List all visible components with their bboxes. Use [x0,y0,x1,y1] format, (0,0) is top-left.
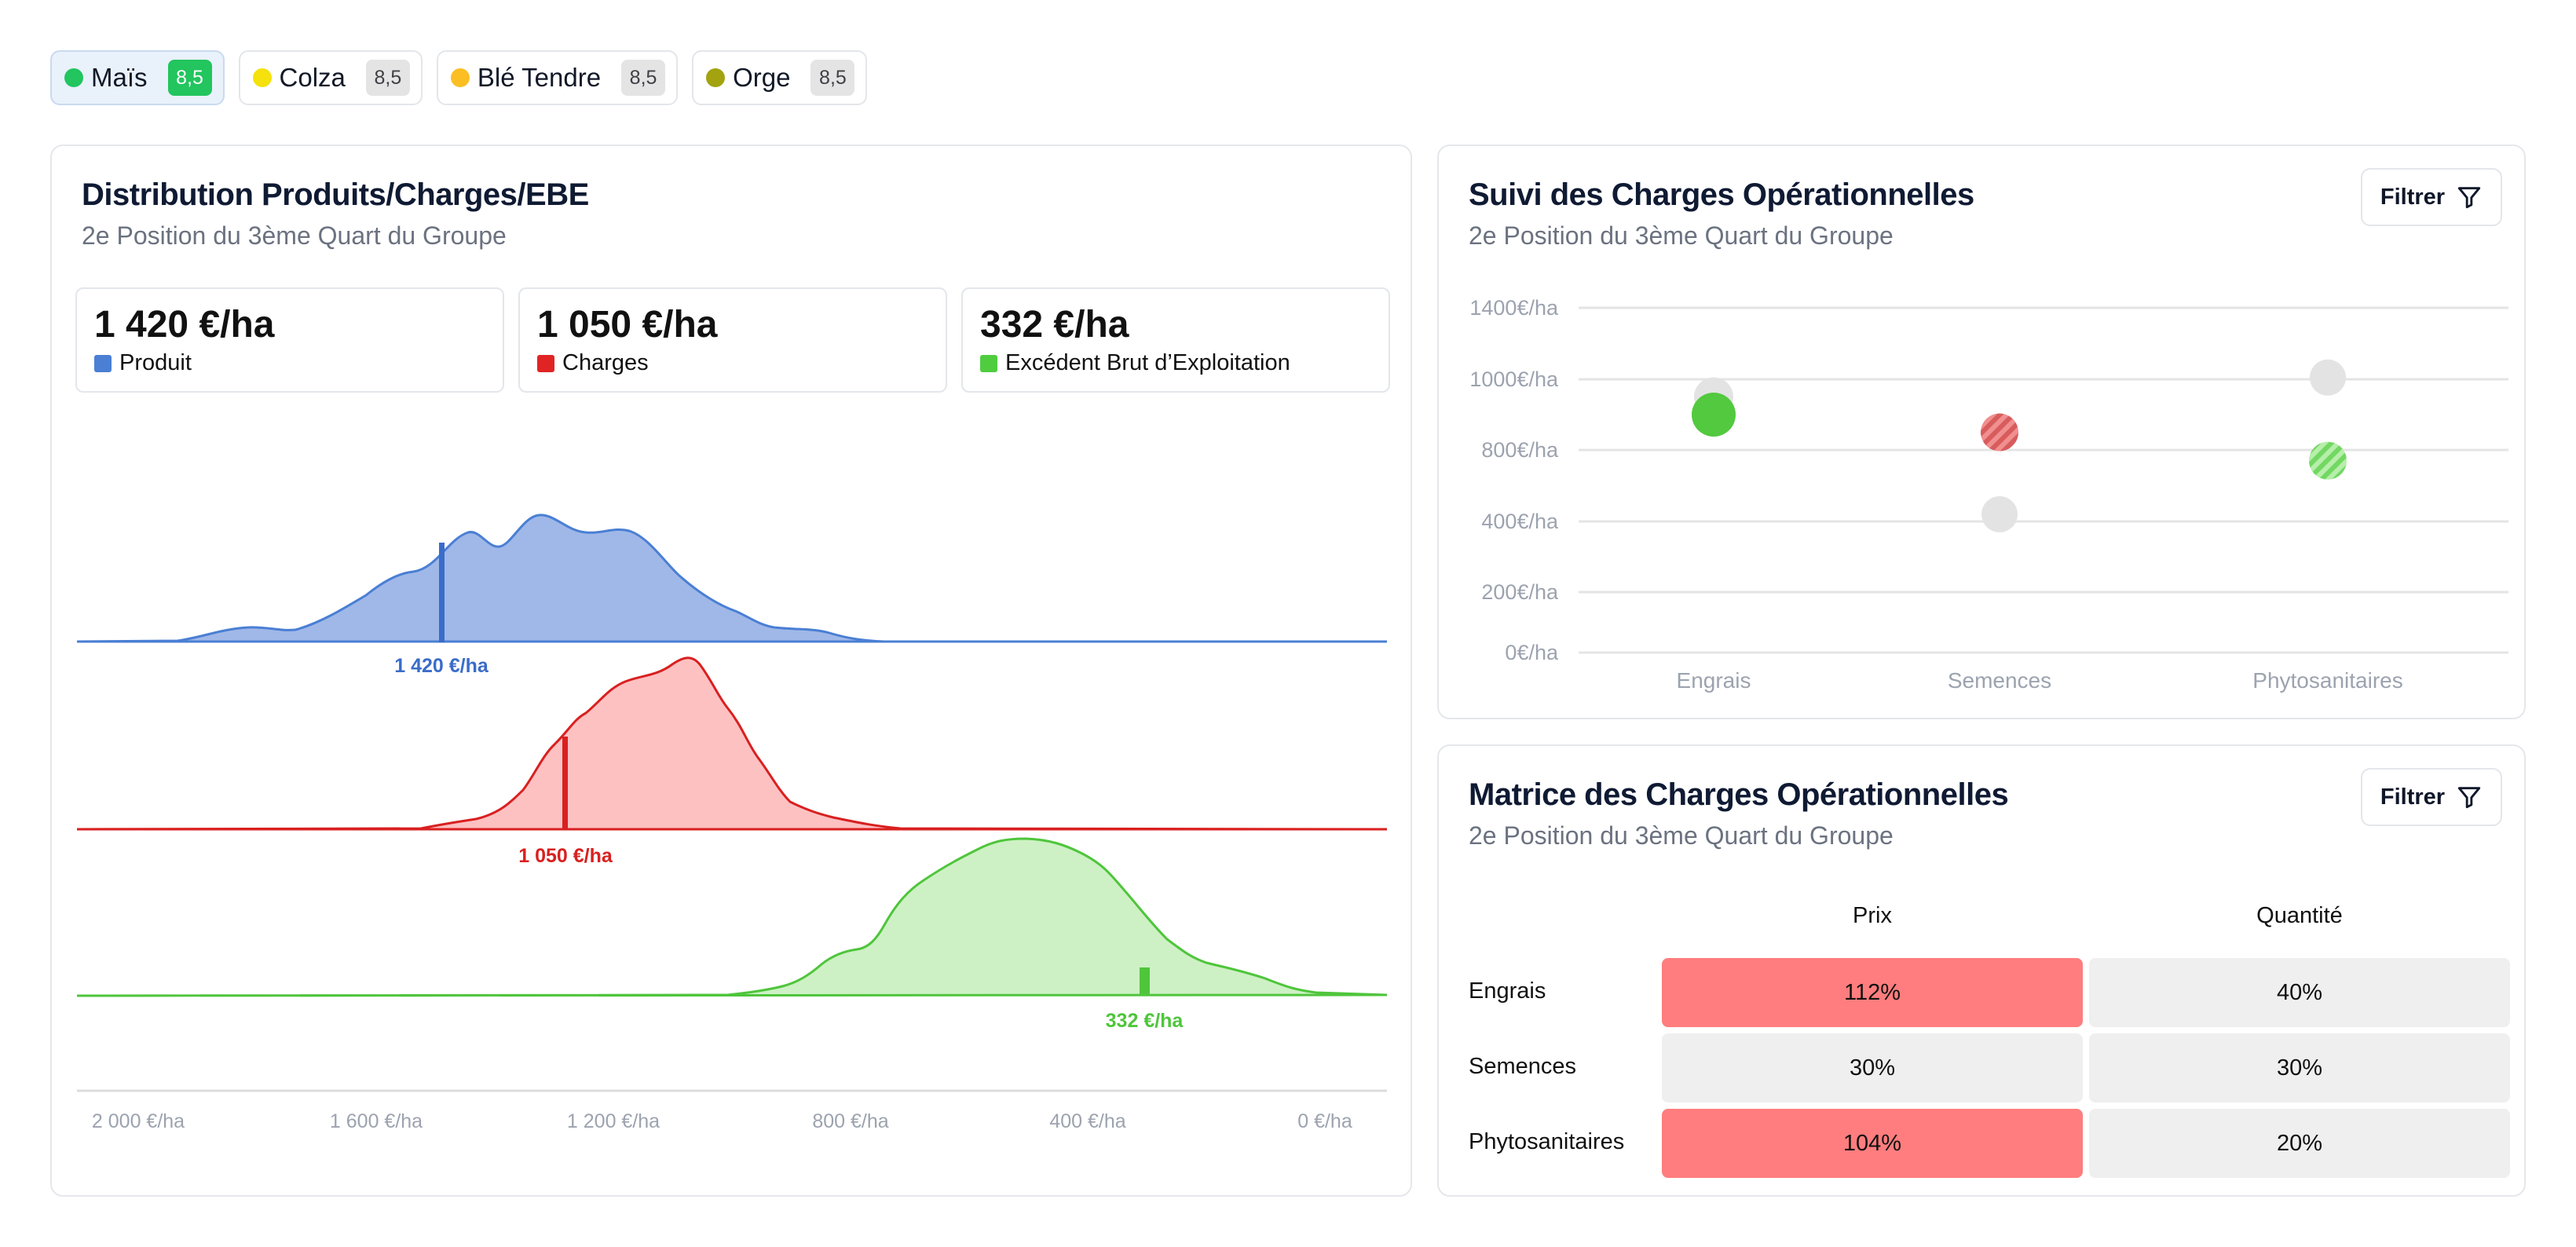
crop-chip-label: Orge [733,63,791,92]
legend-swatch [94,354,112,372]
charges-density-area [76,656,1388,831]
matrice-card: Matrice des Charges Opérationnelles 2e P… [1437,744,2526,1197]
stat-ebe: 332 €/ha Excédent Brut d’Exploitation [961,287,1390,393]
current-point[interactable] [1981,413,2018,452]
matrix-row-label: Engrais [1469,978,1546,1004]
crop-color-dot [252,68,272,87]
y-tick-label: 200€/ha [1481,580,1559,604]
y-tick-label: 1000€/ha [1469,368,1559,391]
filter-icon [2457,787,2481,809]
stat-label: Charges [537,350,649,376]
filter-button-label: Filtrer [2380,184,2446,210]
crop-score-badge: 8,5 [810,60,855,96]
x-tick-label: 1 200 €/ha [567,1110,660,1132]
distribution-card: Distribution Produits/Charges/EBE 2e Pos… [50,144,1412,1197]
matrice-filter-button[interactable]: Filtrer [2361,768,2502,826]
matrice-title: Matrice des Charges Opérationnelles [1469,777,2009,812]
matrix-row-label: Semences [1469,1054,1577,1079]
produit-marker [439,543,445,642]
suivi-filter-button[interactable]: Filtrer [2361,168,2502,226]
crop-score-badge: 8,5 [167,60,212,96]
stat-value: 1 420 €/ha [94,304,275,346]
y-tick-label: 400€/ha [1481,510,1559,533]
matrix-row-label: Phytosanitaires [1469,1129,1625,1154]
matrix-cell-quantite: 30% [2089,1033,2510,1103]
crop-chip-label: Blé Tendre [477,63,602,92]
filter-button-label: Filtrer [2380,784,2446,810]
matrix-col-quantite: Quantité [2256,903,2343,928]
matrix-col-prix: Prix [1853,903,1892,928]
matrix-cell-quantite: 40% [2089,958,2510,1027]
distribution-subtitle: 2e Position du 3ème Quart du Groupe [82,221,507,250]
y-tick-label: 800€/ha [1481,438,1559,462]
matrix-cell-quantite: 20% [2089,1109,2510,1178]
benchmark-point[interactable] [2310,359,2346,396]
benchmark-point[interactable] [1981,496,2018,532]
suivi-subtitle: 2e Position du 3ème Quart du Groupe [1469,221,1894,250]
ebe-density-area [76,837,1388,997]
matrix-cell-prix: 112% [1662,958,2083,1027]
crop-chip-mais[interactable]: Maïs 8,5 [50,50,225,105]
stat-value: 1 050 €/ha [537,304,718,346]
x-tick-label: 400 €/ha [1049,1110,1125,1132]
stat-charges: 1 050 €/ha Charges [518,287,947,393]
x-category-label: Engrais [1677,668,1751,693]
crop-color-dot [450,68,470,87]
crop-score-badge: 8,5 [365,60,410,96]
crop-selector: Maïs 8,5 Colza 8,5 Blé Tendre 8,5 Orge 8… [50,50,868,105]
crop-chip-ble-tendre[interactable]: Blé Tendre 8,5 [436,50,679,105]
stat-value: 332 €/ha [980,304,1129,346]
crop-color-dot [706,68,726,87]
stat-label: Excédent Brut d’Exploitation [980,350,1290,376]
produit-density-area [76,514,1387,643]
x-tick-label: 800 €/ha [812,1110,888,1132]
charges-marker-label: 1 050 €/ha [518,845,613,867]
distribution-ridge-chart: 1 420 €/ha 1 050 €/ha 332 €/ha 2 000 €/h… [76,514,1388,1132]
x-tick-label: 1 600 €/ha [330,1110,423,1132]
distribution-title: Distribution Produits/Charges/EBE [82,177,589,212]
crop-color-dot [64,68,83,87]
legend-swatch [980,354,997,372]
stat-label: Produit [94,350,192,376]
x-category-label: Phytosanitaires [2252,668,2402,693]
crop-chip-colza[interactable]: Colza 8,5 [238,50,423,105]
y-tick-label: 0€/ha [1505,641,1559,664]
ebe-marker-label: 332 €/ha [1106,1010,1184,1032]
x-tick-label: 0 €/ha [1297,1110,1352,1132]
suivi-title: Suivi des Charges Opérationnelles [1469,177,1974,212]
charges-marker [562,737,568,829]
legend-swatch [537,354,554,372]
filter-icon [2457,187,2481,209]
stat-produit: 1 420 €/ha Produit [75,287,504,393]
current-point[interactable] [1692,393,1736,437]
produit-marker-label: 1 420 €/ha [394,655,489,677]
ebe-marker [1140,967,1150,996]
crop-score-badge: 8,5 [621,60,666,96]
matrice-subtitle: 2e Position du 3ème Quart du Groupe [1469,821,1894,850]
x-tick-label: 2 000 €/ha [92,1110,185,1132]
suivi-scatter-chart: 1400€/ha 1000€/ha 800€/ha 400€/ha 200€/ha 0€/… [1469,296,2508,693]
current-point[interactable] [2309,441,2347,480]
y-tick-label: 1400€/ha [1469,296,1559,320]
crop-chip-label: Maïs [91,63,148,92]
suivi-card: Suivi des Charges Opérationnelles 2e Pos… [1437,144,2526,719]
x-category-label: Semences [1948,668,2051,693]
matrix-cell-prix: 104% [1662,1109,2083,1178]
crop-chip-orge[interactable]: Orge 8,5 [692,50,868,105]
matrix-cell-prix: 30% [1662,1033,2083,1103]
crop-chip-label: Colza [279,63,346,92]
